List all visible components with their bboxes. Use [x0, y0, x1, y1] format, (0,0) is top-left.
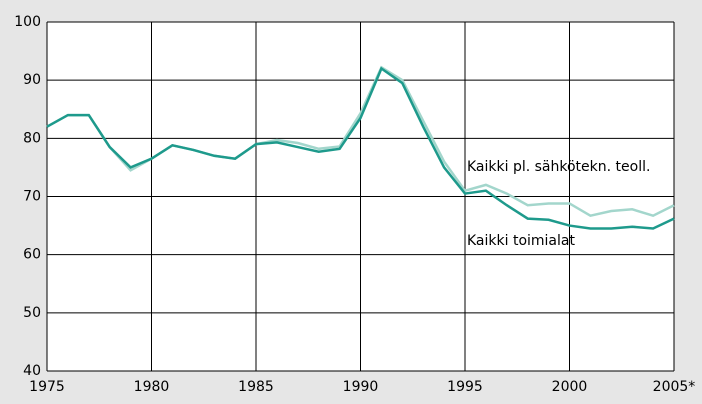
x-tick-label: 1990 — [343, 379, 379, 395]
y-tick-label: 40 — [23, 363, 41, 379]
y-tick-label: 80 — [23, 130, 41, 146]
series-label: Kaikki pl. sähkötekn. teoll. — [467, 159, 650, 175]
y-tick-label: 60 — [23, 247, 41, 263]
x-tick-label: 1975 — [29, 379, 65, 395]
y-tick-label: 90 — [23, 72, 41, 88]
x-tick-label: 1995 — [447, 379, 483, 395]
x-tick-label: 1985 — [238, 379, 274, 395]
series-line — [46, 66, 675, 230]
x-tick-label: 1980 — [134, 379, 170, 395]
y-tick-label: 100 — [14, 14, 41, 30]
x-tick-label: 2005* — [653, 379, 696, 395]
x-tick-label: 2000 — [552, 379, 588, 395]
y-tick-label: 50 — [23, 305, 41, 321]
y-tick-label: 70 — [23, 189, 41, 205]
series-label: Kaikki toimialat — [467, 233, 575, 249]
